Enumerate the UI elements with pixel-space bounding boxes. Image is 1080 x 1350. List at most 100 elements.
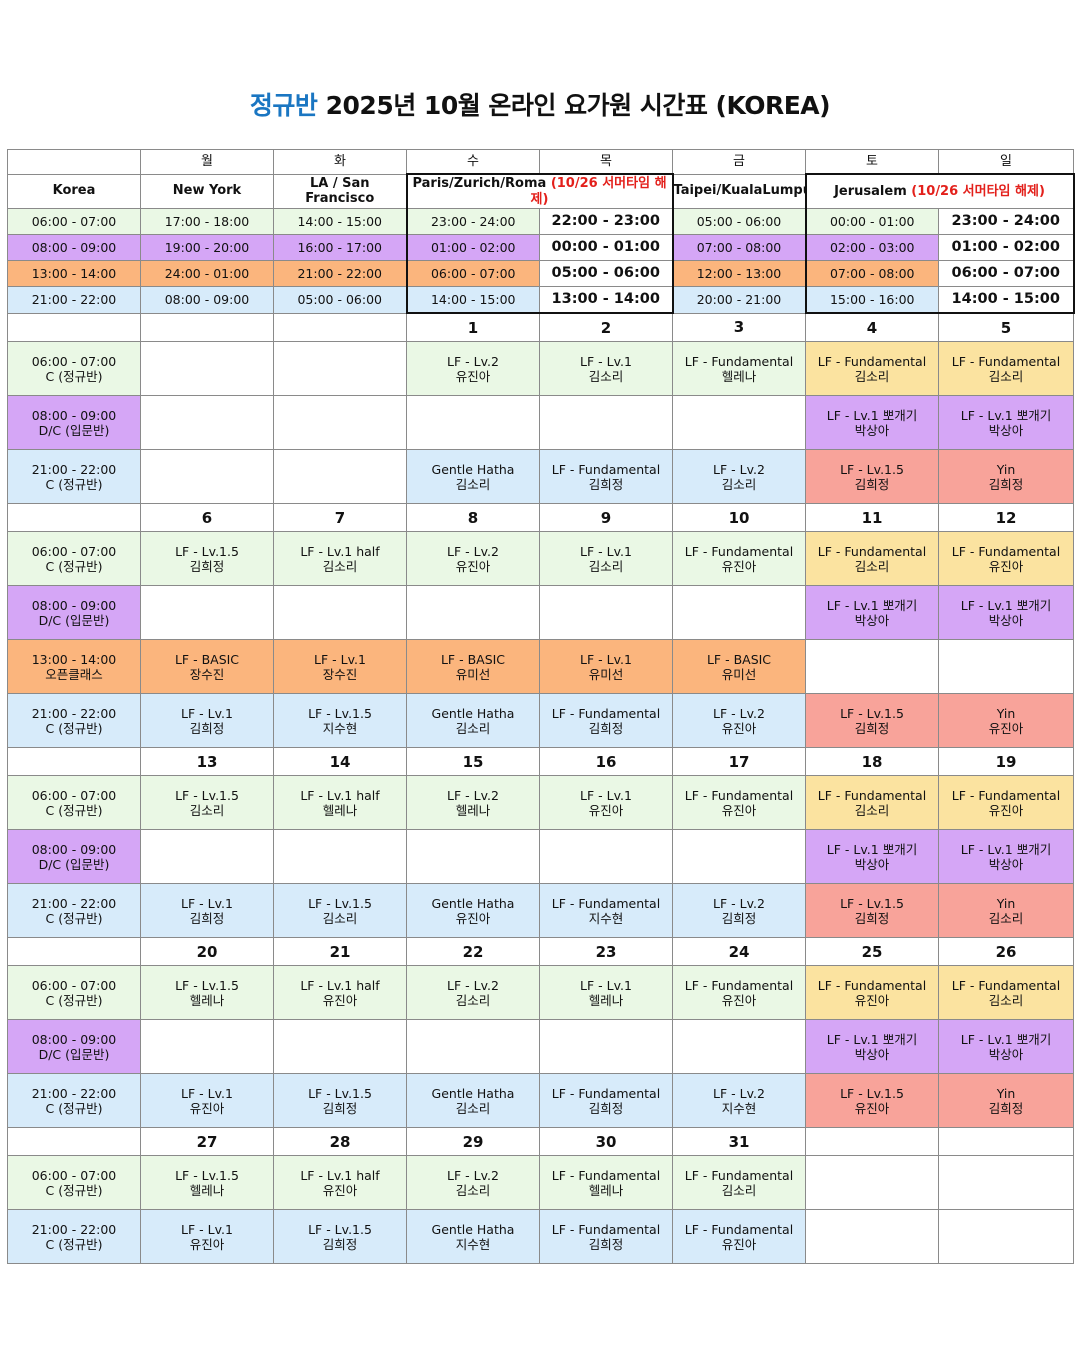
class-cell (273, 395, 407, 450)
class-cell: LF - Fundamental 김소리 (938, 965, 1074, 1020)
instructor-name: 김소리 (854, 368, 890, 384)
class-name: LF - Fundamental (551, 1221, 661, 1237)
timezone-cell: 21:00 - 22:00 (273, 260, 407, 287)
slot-time: 08:00 - 09:00 (31, 1031, 117, 1047)
date-cell: 1 (406, 312, 540, 342)
class-name: LF - Lv.1 (580, 977, 632, 993)
instructor-name: 김소리 (322, 910, 358, 926)
class-cell: LF - Lv.1 뽀개기 박상아 (805, 585, 939, 640)
class-cell: LF - Lv.1.5 김희정 (805, 883, 939, 938)
timezone-cell: 01:00 - 02:00 (938, 234, 1075, 261)
instructor-name: 헬레나 (189, 1182, 225, 1198)
slot-class-type: C (정규반) (45, 910, 103, 926)
class-name: LF - Fundamental (551, 1167, 661, 1183)
timezone-cell: 22:00 - 23:00 (539, 208, 674, 235)
slot-time: 06:00 - 07:00 (31, 787, 117, 803)
instructor-name: 김소리 (189, 802, 225, 818)
slot-time: 13:00 - 14:00 (31, 651, 117, 667)
slot-time-label: 21:00 - 22:00 C (정규반) (7, 883, 141, 938)
class-cell: Gentle Hatha 김소리 (406, 1073, 540, 1128)
class-cell (539, 395, 673, 450)
class-cell: LF - Fundamental 김희정 (539, 693, 673, 748)
class-name: LF - Fundamental (817, 353, 927, 369)
instructor-name: 박상아 (854, 856, 890, 872)
class-cell: LF - Lv.1 유진아 (140, 1209, 274, 1264)
instructor-name: 헬레나 (189, 992, 225, 1008)
weekday-thu: 목 (539, 149, 673, 175)
instructor-name: 김희정 (588, 476, 624, 492)
instructor-name: 김소리 (455, 476, 491, 492)
class-cell (273, 829, 407, 884)
class-cell: LF - Lv.1 김소리 (539, 531, 673, 586)
class-cell: LF - Lv.1 장수진 (273, 639, 407, 694)
date-cell: 7 (273, 503, 407, 532)
class-name: LF - Fundamental (551, 1085, 661, 1101)
instructor-name: 유진아 (721, 720, 757, 736)
class-cell: LF - Lv.1 뽀개기 박상아 (938, 585, 1074, 640)
timezone-cell: 21:00 - 22:00 (7, 286, 141, 314)
instructor-name: 유진아 (988, 558, 1024, 574)
timezone-cell: 00:00 - 01:00 (804, 208, 939, 235)
class-cell: LF - Lv.1 뽀개기 박상아 (805, 1019, 939, 1074)
class-cell (805, 639, 939, 694)
city-korea: Korea (7, 173, 141, 209)
class-cell: Gentle Hatha 김소리 (406, 449, 540, 504)
class-name: LF - Fundamental (817, 543, 927, 559)
timezone-cell: 05:00 - 06:00 (273, 286, 407, 314)
class-name: LF - Fundamental (684, 353, 794, 369)
class-cell: LF - Lv.1 유미선 (539, 639, 673, 694)
class-name: LF - Lv.2 (447, 543, 499, 559)
class-cell: LF - Fundamental 김희정 (539, 1209, 673, 1264)
instructor-name: 헬레나 (455, 802, 491, 818)
instructor-name: 헬레나 (721, 368, 757, 384)
class-slot-row: 06:00 - 07:00 C (정규반) LF - Lv.1.5 헬레나 LF - L… (7, 965, 1074, 1020)
class-cell: LF - Fundamental 김소리 (805, 531, 939, 586)
date-cell: 26 (938, 937, 1074, 966)
class-cell (273, 449, 407, 504)
date-cell: 4 (805, 312, 939, 342)
class-name: LF - BASIC (174, 651, 240, 667)
city-jerusalem-label: Jerusalem (834, 183, 912, 199)
class-name: LF - Fundamental (817, 787, 927, 803)
city-la-sf: LA / San Francisco (273, 173, 407, 209)
class-name: LF - Fundamental (951, 787, 1061, 803)
date-cell: 20 (140, 937, 274, 966)
class-cell (539, 829, 673, 884)
timezone-cell: 07:00 - 08:00 (804, 260, 939, 287)
class-cell: Yin 김희정 (938, 1073, 1074, 1128)
class-cell: LF - Lv.1 half 김소리 (273, 531, 407, 586)
slot-class-type: C (정규반) (45, 1182, 103, 1198)
slot-time: 06:00 - 07:00 (31, 543, 117, 559)
class-name: LF - Lv.1 뽀개기 (960, 407, 1052, 423)
weekday-tue: 화 (273, 149, 407, 175)
class-name: Gentle Hatha (431, 895, 515, 911)
date-cell: 31 (672, 1127, 806, 1156)
slot-time: 21:00 - 22:00 (31, 461, 117, 477)
slot-class-type: C (정규반) (45, 1100, 103, 1116)
class-name: LF - Lv.1 half (300, 787, 380, 803)
class-cell: Yin 유진아 (938, 693, 1074, 748)
city-jerusalem-note: (10/26 서머타임 해제) (911, 183, 1045, 199)
date-cell: 3 (672, 312, 806, 342)
class-cell: LF - Lv.1.5 김희정 (805, 449, 939, 504)
instructor-name: 김소리 (988, 992, 1024, 1008)
class-cell: LF - Lv.1.5 헬레나 (140, 1155, 274, 1210)
instructor-name: 유진아 (721, 802, 757, 818)
timezone-cell: 17:00 - 18:00 (140, 208, 274, 235)
instructor-name: 김희정 (854, 476, 890, 492)
class-cell: LF - Fundamental 유진아 (672, 965, 806, 1020)
slot-class-type: C (정규반) (45, 558, 103, 574)
timezone-cell: 23:00 - 24:00 (405, 208, 540, 235)
class-cell (406, 395, 540, 450)
weekday-wed: 수 (406, 149, 540, 175)
class-cell: LF - Lv.1.5 김희정 (805, 693, 939, 748)
timezone-cell: 08:00 - 09:00 (140, 286, 274, 314)
instructor-name: 김소리 (455, 720, 491, 736)
class-cell: LF - Lv.1 half 유진아 (273, 965, 407, 1020)
class-name: Yin (996, 1085, 1016, 1101)
class-cell (672, 1019, 806, 1074)
class-name: LF - Lv.1.5 (175, 787, 239, 803)
instructor-name: 장수진 (189, 666, 225, 682)
class-cell (140, 341, 274, 396)
class-name: LF - Lv.1.5 (840, 1085, 904, 1101)
